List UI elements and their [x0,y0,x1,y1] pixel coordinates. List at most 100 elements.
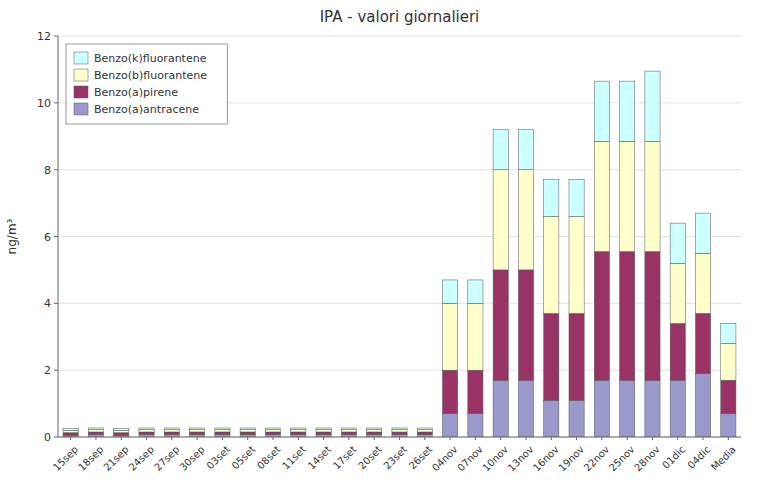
bar-segment [114,429,129,431]
grid-line [58,303,741,304]
bar-segment [417,432,432,435]
x-tick-label: 11set [280,444,308,472]
bar-segment [63,430,78,432]
bar-segment [240,428,255,430]
bar-segment [316,430,331,432]
bar-segment [594,81,609,141]
bar-segment [645,141,660,251]
bar-segment [518,380,533,437]
bar-segment [493,270,508,380]
x-tick [399,437,400,440]
x-tick [298,437,299,440]
x-tick-label: 10nov [480,444,510,474]
bar-segment [670,263,685,323]
bar-segment [215,432,230,435]
x-tick [728,437,729,440]
x-tick-label: 04dic [685,444,712,471]
legend-label: Benzo(a)pirene [94,86,178,99]
x-tick-label: 19nov [556,444,586,474]
y-tick [54,437,58,438]
x-tick-label: 25nov [607,444,637,474]
bar-segment [443,414,458,437]
bar-segment [695,213,710,253]
bar-segment [645,71,660,141]
bar-segment [392,428,407,430]
bar-segment [721,323,736,343]
bar-segment [695,313,710,373]
x-tick-label: 14set [306,444,334,472]
bar-segment [518,130,533,170]
x-tick-label: 28nov [632,444,662,474]
legend-swatch [74,69,88,81]
bar-segment [316,428,331,430]
y-tick [54,36,58,37]
x-tick [652,437,653,440]
bar-segment [594,141,609,251]
grid [58,36,741,437]
bar-segment [443,370,458,413]
bar-segment [493,170,508,270]
bar-segment [569,180,584,217]
y-tick-label: 10 [37,97,51,110]
bar-segment [316,432,331,435]
grid-line [58,36,741,37]
x-tick [551,437,552,440]
bar-segment [670,380,685,437]
bars [63,71,736,437]
x-tick-label: 22nov [582,444,612,474]
legend-box [66,44,227,124]
bar-segment [443,280,458,303]
bar-segment [594,252,609,381]
bar-segment [468,303,483,370]
legend-label: Benzo(k)fluorantene [94,52,207,65]
x-tick [323,437,324,440]
bar-segment [645,380,660,437]
bar-segment [63,429,78,431]
y-tick [54,303,58,304]
x-tick [121,437,122,440]
x-tick-label: 27sep [152,444,181,473]
bar-segment [139,430,154,432]
y-tick-label: 12 [37,30,51,43]
x-tick-label: 15sep [51,444,80,473]
bar-segment [620,380,635,437]
x-tick-label: 16nov [531,444,561,474]
x-tick [348,437,349,440]
bar-segment [493,130,508,170]
bar-segment [88,428,103,430]
x-tick [222,437,223,440]
bar-segment [291,432,306,435]
x-tick [95,437,96,440]
x-tick-label: 04nov [430,444,460,474]
bar-segment [695,253,710,313]
legend-swatch [74,103,88,115]
bar-segment [215,428,230,430]
x-tick [677,437,678,440]
bar-segment [367,430,382,432]
bar-segment [645,252,660,381]
bar-segment [190,432,205,435]
bar-segment [240,432,255,435]
x-tick [374,437,375,440]
bar-segment [190,428,205,430]
bar-segment [190,430,205,432]
x-tick-label: 01dic [660,444,687,471]
bar-segment [468,414,483,437]
x-tick-label: Media [709,444,738,473]
legend: Benzo(k)fluoranteneBenzo(b)fluoranteneBe… [66,44,227,124]
x-tick-label: 05set [230,444,258,472]
bar-segment [367,428,382,430]
bar-segment [63,433,78,436]
x-tick-label: 24sep [127,444,156,473]
legend-swatch [74,52,88,64]
bar-segment [392,430,407,432]
bar-segment [291,430,306,432]
bar-segment [265,432,280,435]
bar-segment [392,432,407,435]
bar-segment [164,430,179,432]
y-axis [58,36,59,437]
x-tick [70,437,71,440]
x-tick [197,437,198,440]
bar-segment [443,303,458,370]
bar-segment [88,432,103,435]
